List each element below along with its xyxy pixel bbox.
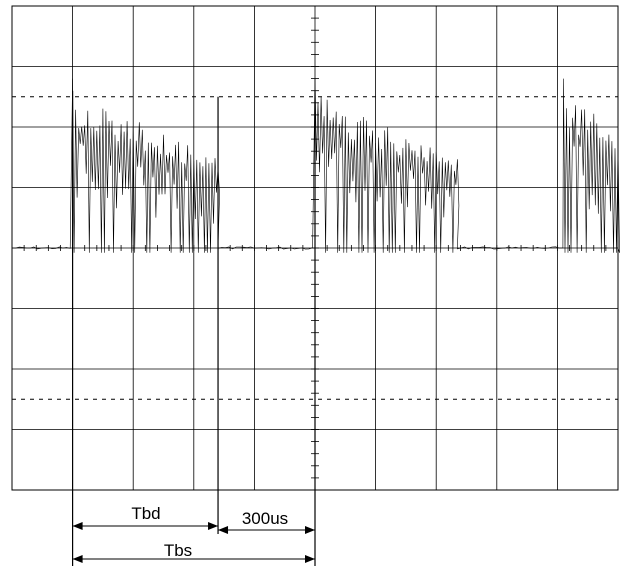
pulse-trace <box>11 78 620 253</box>
arrow-tbs-head-right <box>305 555 315 563</box>
label-300us: 300us <box>242 509 288 528</box>
dimension-annotations: Tbd 300us Tbs <box>72 504 315 563</box>
label-tbd: Tbd <box>131 504 160 523</box>
label-tbs: Tbs <box>164 541 192 560</box>
time-markers <box>71 90 316 566</box>
arrow-tbd-head-right <box>208 522 219 530</box>
arrow-tbs-head-left <box>72 555 83 563</box>
arrow-300us-head-right <box>305 526 315 534</box>
arrow-tbd-head-left <box>72 522 83 530</box>
reference-lines <box>12 96 618 400</box>
arrow-300us-head-left <box>218 526 229 534</box>
signal-trace <box>11 78 620 253</box>
